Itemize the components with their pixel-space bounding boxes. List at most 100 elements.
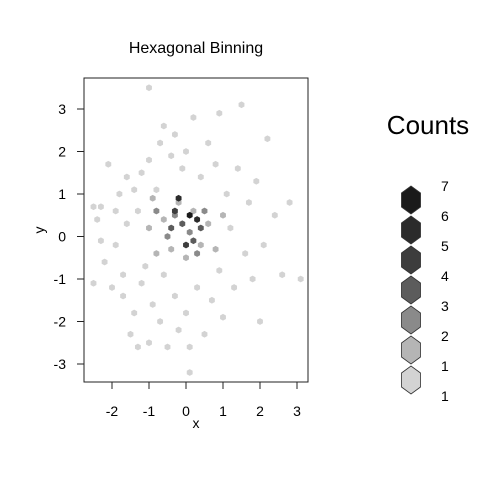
hexagon-bin-37 [179,165,186,172]
chart-title: Hexagonal Binning [129,40,263,57]
hexagon-bin-30 [160,271,167,279]
hexagon-bin-60 [253,177,260,185]
hexagon-bin-63 [271,211,278,219]
hexagon-bin-39 [183,148,189,155]
hexagon-bin-46 [205,139,212,147]
hexagon-bin-58 [245,199,252,206]
hexagon-bin-17 [131,186,138,194]
hexagon-bin-72 [183,254,189,262]
hexagon-bin-89 [197,224,204,232]
hexagon-bin-12 [120,271,127,279]
hexagon-bin-7 [109,284,115,291]
hexagon-bin-26 [149,301,156,308]
hexagon-bin-59 [249,275,256,283]
hexagon-bin-14 [123,220,130,228]
hexagon-bin-31 [160,122,167,130]
hexagon-bin-67 [257,318,263,325]
hexagon-bin-15 [127,330,134,338]
hexagon-bin-57 [242,250,249,257]
legend-label-4: 4 [441,268,449,284]
hexagon-bin-48 [212,160,219,168]
legend: Counts 7 6 5 4 3 2 1 1 [387,110,469,404]
hexagon-bin-34 [171,292,178,300]
hexagon-bin-5 [101,258,108,266]
hexagon-bin-27 [153,186,160,194]
y-tick-label-6: 3 [58,101,66,117]
hexagon-bin-11 [120,292,127,300]
hexagon-bin-35 [171,131,178,138]
hexagon-bin-73 [190,207,197,215]
hexagon-bin-64 [279,271,286,279]
x-tick-label-2: 0 [182,403,190,419]
hexagon-bin-88 [190,237,197,245]
hexagon-bin-13 [123,173,130,181]
hexagon-bin-83 [186,228,193,236]
hexagon-bin-2 [94,216,101,223]
legend-swatch-1 [401,365,421,395]
hexagon-bin-93 [194,216,201,223]
hexagon-bin-0 [90,203,97,211]
legend-swatch-6 [401,215,421,245]
hexagon-bin-66 [297,275,304,283]
hexagon-bin-76 [153,250,160,257]
hexagon-bin-33 [168,152,175,160]
y-tick-label-3: 0 [58,229,66,245]
legend-label-bottom: 1 [441,388,449,404]
hexagon-bin-84 [194,250,201,257]
hexagon-bin-20 [138,279,145,287]
x-ticks: -2 -1 0 1 2 3 [106,382,301,419]
hexagon-bin-90 [171,207,178,215]
hexagon-bin-32 [164,343,171,351]
hexagon-bin-6 [105,160,112,168]
hexagon-bin-18 [134,343,141,351]
hexagon-bin-92 [175,194,182,202]
hexagon-bin-21 [138,169,145,177]
hexagon-bin-45 [201,330,208,338]
x-axis-label: x [193,415,200,431]
hexagon-bin-22 [142,262,149,270]
hexagon-bin-41 [186,369,193,376]
y-axis: -3 -2 -1 0 1 2 3 y [31,101,85,372]
hexagon-bin-94 [186,211,193,219]
hexagon-bin-51 [220,313,226,321]
hexagon-bin-25 [146,156,152,164]
hexagon-bin-40 [186,343,193,351]
hexagon-bin-79 [220,211,226,219]
legend-label-1: 1 [441,358,449,374]
y-tick-label-0: -3 [54,356,67,372]
y-tick-label-1: -2 [54,314,67,330]
hexagon-bin-43 [194,284,201,291]
hexagon-bin-65 [286,199,293,206]
hexagon-bin-55 [234,165,241,172]
hexagon-bin-29 [157,318,164,325]
hexagon-bin-77 [212,245,219,253]
hexagon-bin-74 [197,241,204,249]
x-tick-label-3: 1 [219,403,227,419]
legend-label-2: 2 [441,328,449,344]
hexagon-bin-47 [208,296,215,304]
y-tick-label-2: -1 [54,271,67,287]
hexagon-bin-23 [146,84,152,92]
hexagon-bin-70 [168,245,175,253]
hexagon-bin-62 [264,135,271,143]
legend-items: 7 6 5 4 3 2 1 1 [401,178,449,404]
hexagon-bin-53 [227,224,234,232]
hexagon-layer [90,84,304,376]
hexagon-bin-85 [201,207,208,215]
hexagon-bin-24 [146,339,152,347]
legend-swatch-4 [401,275,421,305]
hexagon-bin-69 [160,216,167,223]
hexagon-bin-16 [131,309,138,317]
hexagon-bin-68 [149,194,156,202]
y-tick-label-5: 2 [58,144,66,160]
x-tick-label-4: 2 [256,403,264,419]
legend-label-3: 3 [441,298,449,314]
hexagon-bin-10 [116,190,123,198]
hexagon-bin-56 [238,101,245,109]
hexagon-bin-82 [171,211,178,219]
hexagon-bin-75 [205,220,212,228]
x-axis: -2 -1 0 1 2 3 x [106,381,301,431]
hexagon-bin-38 [183,309,189,317]
legend-title: Counts [387,110,469,140]
